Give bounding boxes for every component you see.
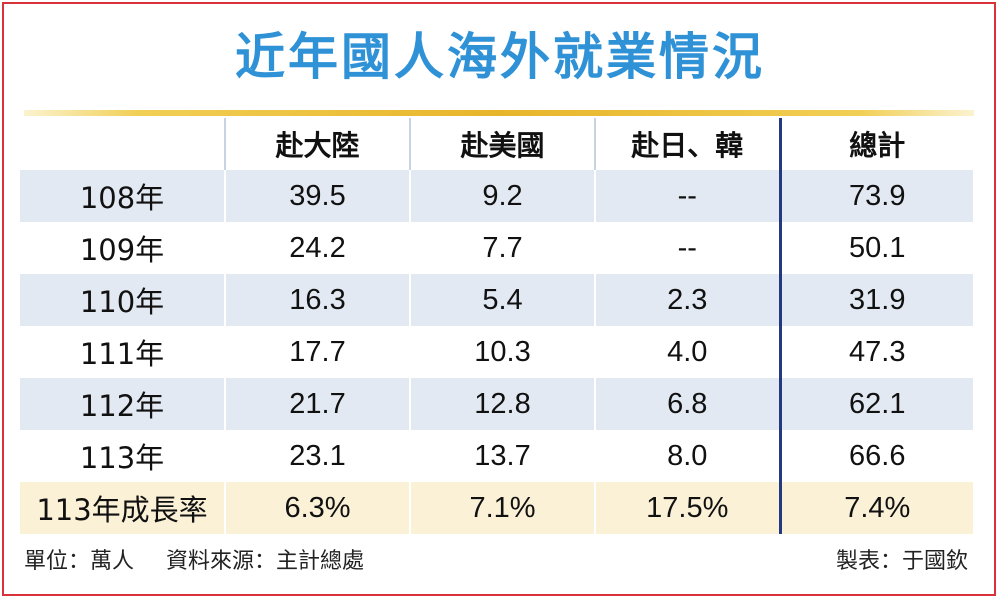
cell-usa: 5.4 [410, 274, 596, 326]
row-label: 112年 [20, 378, 226, 430]
cell-total: 73.9 [780, 170, 973, 222]
header-usa: 赴美國 [410, 118, 596, 170]
cell-mainland: 17.7 [225, 326, 411, 378]
table-row: 110年 16.3 5.4 2.3 31.9 [20, 274, 973, 326]
header-empty [20, 118, 226, 170]
growth-rate-row: 113年成長率 6.3% 7.1% 17.5% 7.4% [20, 482, 973, 534]
cell-japan-korea: -- [595, 222, 782, 274]
cell-total: 62.1 [780, 378, 973, 430]
page-title: 近年國人海外就業情況 [235, 28, 765, 86]
cell-mainland: 24.2 [225, 222, 411, 274]
cell-japan-korea: 8.0 [595, 430, 782, 482]
cell-mainland: 39.5 [225, 170, 411, 222]
cell-usa: 7.1% [410, 482, 596, 534]
row-label: 113年成長率 [20, 482, 226, 534]
cell-japan-korea: 4.0 [595, 326, 782, 378]
cell-total: 7.4% [780, 482, 973, 534]
table-header-row: 赴大陸 赴美國 赴日、韓 總計 [20, 118, 973, 170]
title-divider [24, 110, 974, 116]
cell-japan-korea: 2.3 [595, 274, 782, 326]
cell-usa: 10.3 [410, 326, 596, 378]
cell-usa: 7.7 [410, 222, 596, 274]
source-note: 資料來源：主計總處 [166, 549, 365, 574]
table-row: 112年 21.7 12.8 6.8 62.1 [20, 378, 973, 430]
header-total: 總計 [849, 129, 906, 162]
employment-table: 赴大陸 赴美國 赴日、韓 總計 108年 39.5 9.2 -- 73.9 10… [20, 118, 973, 534]
cell-usa: 13.7 [410, 430, 596, 482]
row-label: 111年 [20, 326, 226, 378]
table-row: 109年 24.2 7.7 -- 50.1 [20, 222, 973, 274]
header-mainland: 赴大陸 [225, 118, 411, 170]
cell-total: 66.6 [780, 430, 973, 482]
table-row: 108年 39.5 9.2 -- 73.9 [20, 170, 973, 222]
header-japan-korea: 赴日、韓 [595, 118, 782, 170]
credit-note: 製表：于國欽 [835, 549, 968, 574]
cell-usa: 12.8 [410, 378, 596, 430]
cell-total: 47.3 [780, 326, 973, 378]
unit-note: 單位：萬人 [24, 549, 135, 574]
row-label: 109年 [20, 222, 226, 274]
cell-usa: 9.2 [410, 170, 596, 222]
cell-mainland: 23.1 [225, 430, 411, 482]
cell-total: 31.9 [780, 274, 973, 326]
table-row: 113年 23.1 13.7 8.0 66.6 [20, 430, 973, 482]
cell-total: 50.1 [780, 222, 973, 274]
cell-mainland: 21.7 [225, 378, 411, 430]
table-row: 111年 17.7 10.3 4.0 47.3 [20, 326, 973, 378]
row-label: 113年 [20, 430, 226, 482]
cell-japan-korea: 6.8 [595, 378, 782, 430]
footer-notes: 單位：萬人 資料來源：主計總處 [24, 543, 364, 575]
row-label: 110年 [20, 274, 226, 326]
cell-japan-korea: -- [595, 170, 782, 222]
cell-mainland: 6.3% [225, 482, 411, 534]
cell-japan-korea: 17.5% [595, 482, 782, 534]
row-label: 108年 [20, 170, 226, 222]
cell-mainland: 16.3 [225, 274, 411, 326]
